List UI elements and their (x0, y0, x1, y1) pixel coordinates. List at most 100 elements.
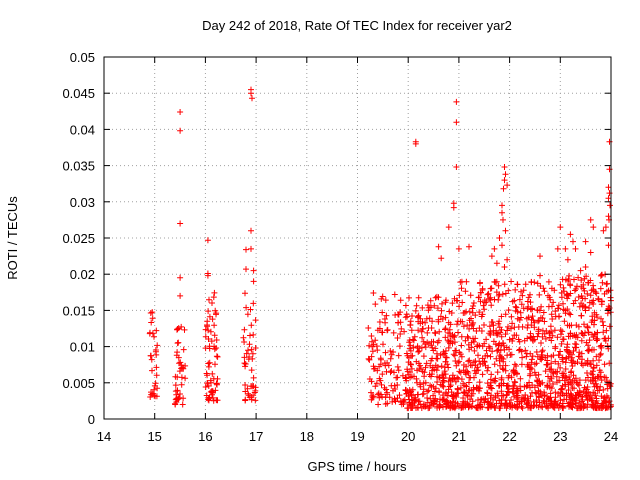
data-point (578, 277, 585, 284)
data-point (488, 392, 495, 399)
y-tick-label: 0.035 (62, 159, 95, 174)
data-point (480, 302, 487, 309)
data-point (572, 245, 579, 252)
data-point (594, 329, 601, 336)
data-point (458, 285, 465, 292)
data-point (602, 337, 609, 344)
data-point (442, 299, 449, 306)
data-point (484, 398, 491, 405)
data-point (583, 389, 590, 396)
data-point (442, 371, 449, 378)
data-point (395, 367, 402, 374)
data-point (433, 367, 440, 374)
data-point (372, 337, 379, 344)
data-point (460, 323, 467, 330)
data-point (502, 331, 509, 338)
data-point (390, 349, 397, 355)
data-point (590, 282, 597, 289)
data-point (445, 224, 452, 231)
data-point (442, 314, 449, 321)
data-point (585, 329, 592, 336)
data-point (603, 281, 610, 288)
data-point (541, 392, 548, 399)
data-point (537, 272, 543, 279)
data-point (598, 377, 605, 384)
data-point (456, 368, 463, 375)
data-point (180, 346, 187, 353)
data-point (574, 283, 580, 290)
data-point (147, 329, 153, 336)
data-point (558, 294, 565, 301)
data-point (573, 395, 580, 402)
data-point (379, 293, 386, 300)
data-point (560, 336, 567, 343)
data-point (492, 341, 499, 348)
data-point (172, 400, 179, 407)
data-point (564, 306, 571, 313)
data-point (454, 297, 461, 304)
data-point (558, 340, 565, 347)
data-point (418, 328, 425, 335)
data-point (177, 359, 184, 366)
data-point (603, 288, 610, 295)
data-point (411, 333, 418, 340)
data-point (412, 140, 419, 147)
data-point (540, 309, 547, 316)
data-point (436, 401, 443, 408)
data-point (422, 364, 429, 371)
data-point (443, 400, 450, 407)
data-point (597, 285, 604, 292)
data-point (249, 355, 256, 362)
data-point (409, 313, 415, 319)
data-point (479, 343, 486, 350)
data-point (582, 377, 589, 384)
x-axis-label: GPS time / hours (308, 459, 407, 474)
data-point (557, 364, 564, 371)
data-point (563, 346, 570, 353)
data-point (525, 294, 532, 301)
data-point (516, 347, 522, 354)
data-point (433, 293, 440, 300)
data-point (597, 272, 604, 279)
data-point (460, 310, 467, 316)
data-point (246, 354, 253, 360)
data-point (470, 300, 477, 306)
data-point (391, 369, 397, 376)
data-point (368, 389, 374, 396)
data-point (148, 352, 154, 359)
data-point (501, 164, 508, 170)
data-point (545, 404, 551, 411)
data-point (575, 294, 582, 300)
data-point (481, 322, 487, 328)
data-point (369, 394, 376, 401)
data-point (466, 243, 472, 250)
data-point (561, 288, 567, 295)
data-point (534, 307, 541, 314)
data-point (249, 95, 255, 102)
data-point (548, 385, 555, 392)
data-point (557, 397, 564, 404)
data-point (388, 368, 395, 374)
data-point (248, 245, 254, 252)
data-point (153, 393, 160, 400)
data-point (451, 332, 458, 339)
data-point (562, 359, 569, 366)
data-point (488, 403, 494, 410)
data-point (478, 328, 485, 334)
data-point (537, 253, 543, 260)
data-point (552, 308, 559, 315)
data-point (590, 288, 597, 295)
data-point (530, 317, 537, 324)
data-point (580, 388, 587, 395)
data-point (407, 389, 414, 396)
data-point (597, 352, 604, 358)
data-point (442, 358, 449, 365)
data-point (242, 397, 249, 404)
data-point (585, 342, 591, 349)
data-point (177, 391, 183, 397)
data-point (464, 393, 471, 399)
y-tick-label: 0.025 (62, 231, 95, 246)
data-point (149, 315, 156, 322)
data-point (606, 190, 613, 197)
data-point (249, 350, 256, 357)
